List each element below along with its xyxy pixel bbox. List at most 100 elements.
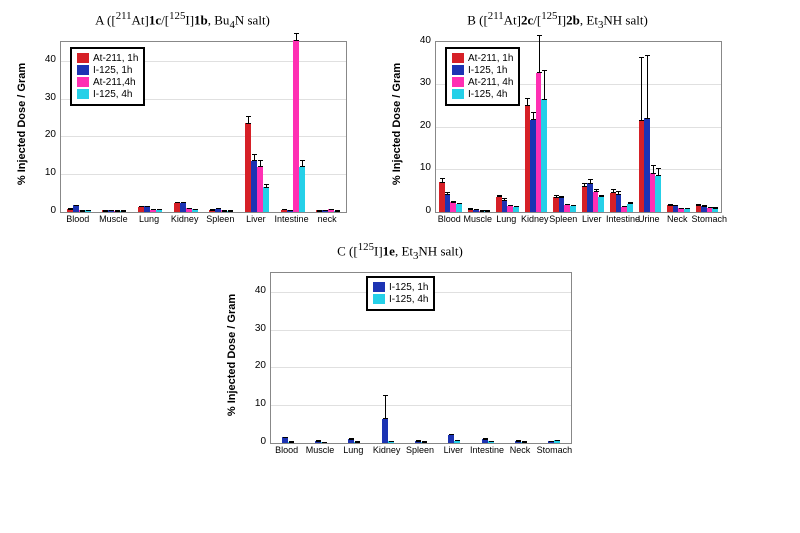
legend-label: I-125, 1h <box>93 65 132 76</box>
panel-c: C ([125I]1e, Et3NH salt) % Injected Dose… <box>220 241 580 472</box>
panelB-legend: At-211, 1hI-125, 1hAt-211, 4hI-125, 4h <box>445 47 520 106</box>
bar-group <box>579 183 608 212</box>
error-bar <box>675 205 676 206</box>
error-bar <box>284 209 285 210</box>
gridline <box>436 127 721 128</box>
legend-swatch <box>452 89 464 99</box>
error-bar <box>567 204 568 206</box>
legend-label: At-211,4h <box>93 77 136 88</box>
bar-i125_4h <box>156 210 162 212</box>
bar-i125_4h <box>334 211 340 212</box>
error-bar <box>266 184 267 188</box>
xtick-label: Intestine <box>274 214 310 224</box>
xtick-label: Neck <box>503 445 536 455</box>
bar-i125_4h <box>684 209 690 212</box>
error-bar <box>539 35 540 73</box>
error-bar <box>285 437 286 438</box>
legend-item: At-211, 1h <box>452 53 513 64</box>
error-bar <box>499 195 500 197</box>
error-bar <box>670 204 671 205</box>
bar-group <box>97 210 133 212</box>
panel-c-title: C ([125I]1e, Et3NH salt) <box>337 241 463 262</box>
error-bar <box>533 112 534 121</box>
xtick-label: Liver <box>578 214 607 224</box>
bar-i125_4h <box>484 211 490 212</box>
ytick-label: 10 <box>407 162 431 173</box>
xtick-label: Neck <box>663 214 692 224</box>
xtick-label: Urine <box>635 214 664 224</box>
error-bar <box>516 206 517 207</box>
bar-group <box>275 40 311 212</box>
error-bar <box>590 179 591 183</box>
xtick-label: Muscle <box>96 214 132 224</box>
bar-i125_4h <box>554 440 560 443</box>
legend-label: I-125, 4h <box>389 294 428 305</box>
error-bar <box>248 116 249 124</box>
bar-i125_4h <box>388 441 394 443</box>
ytick-label: 20 <box>407 120 431 131</box>
error-bar <box>658 168 659 177</box>
legend-label: I-125, 4h <box>468 89 507 100</box>
xtick-label: Muscle <box>464 214 493 224</box>
bar-group <box>538 440 571 443</box>
bar-group <box>664 205 693 212</box>
legend-label: I-125, 4h <box>93 89 132 100</box>
xtick-label: Blood <box>270 445 303 455</box>
error-bar <box>504 198 505 200</box>
error-bar <box>596 189 597 192</box>
ytick-label: 40 <box>242 285 266 296</box>
gridline <box>436 169 721 170</box>
xtick-label: Spleen <box>403 445 436 455</box>
legend-label: At-211, 1h <box>93 53 138 64</box>
error-bar <box>476 209 477 210</box>
error-bar <box>141 206 142 207</box>
xtick-label: Liver <box>238 214 274 224</box>
bar-group <box>550 197 579 212</box>
bar-group <box>636 118 665 212</box>
xtick-label: Intestine <box>606 214 635 224</box>
panelA-ylabel: % Injected Dose / Gram <box>16 39 28 209</box>
ytick-label: 20 <box>32 129 56 140</box>
panelB-ylabel: % Injected Dose / Gram <box>391 39 403 209</box>
error-bar <box>556 195 557 197</box>
error-bar <box>630 202 631 204</box>
error-bar <box>641 57 642 121</box>
legend-swatch <box>77 77 89 87</box>
error-bar <box>385 395 386 420</box>
panelA-legend: At-211, 1hI-125, 1hAt-211,4hI-125, 4h <box>70 47 145 106</box>
panel-b: B ([211At]2c/[125I]2b, Et3NH salt) % Inj… <box>385 10 730 241</box>
panel-a: A ([211At]1c/[125I]1b, Bu4N salt) % Inje… <box>10 10 355 241</box>
ytick-label: 10 <box>242 398 266 409</box>
bar-group <box>471 439 504 443</box>
bar-group <box>310 209 346 212</box>
error-bar <box>557 440 558 441</box>
xtick-label: Spleen <box>549 214 578 224</box>
error-bar <box>153 209 154 210</box>
error-bar <box>527 98 528 107</box>
legend-swatch <box>77 89 89 99</box>
bar-group <box>168 203 204 212</box>
error-bar <box>584 183 585 187</box>
bar-i125_4h <box>598 197 604 212</box>
legend-swatch <box>373 294 385 304</box>
bar-i125_4h <box>192 209 198 212</box>
panelC-legend: I-125, 1hI-125, 4h <box>366 276 435 311</box>
legend-item: I-125, 4h <box>77 89 138 100</box>
error-bar <box>260 160 261 168</box>
error-bar <box>561 196 562 198</box>
bar-i125_4h <box>541 99 547 212</box>
error-bar <box>302 160 303 168</box>
error-bar <box>687 208 688 209</box>
error-bar <box>351 438 352 439</box>
top-row: A ([211At]1c/[125I]1b, Bu4N salt) % Inje… <box>10 10 790 241</box>
bar-i125_4h <box>488 441 494 443</box>
error-bar <box>544 70 545 100</box>
error-bar <box>459 203 460 204</box>
bar-group <box>493 197 522 212</box>
legend-label: At-211, 4h <box>468 77 513 88</box>
xtick-label: Blood <box>60 214 96 224</box>
error-bar <box>624 206 625 207</box>
ytick-label: 40 <box>407 35 431 46</box>
error-bar <box>218 208 219 209</box>
bar-group <box>338 439 371 443</box>
